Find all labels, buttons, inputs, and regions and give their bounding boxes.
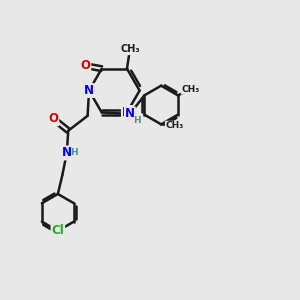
Text: CH₃: CH₃ [165,121,184,130]
Text: CH₃: CH₃ [181,85,200,94]
Text: O: O [80,59,90,72]
Text: N: N [84,84,94,97]
Text: Cl: Cl [52,224,64,237]
Text: N: N [122,106,132,119]
Text: O: O [48,112,59,125]
Text: H: H [133,116,140,125]
Text: CH₃: CH₃ [120,44,140,54]
Text: N: N [125,107,135,120]
Text: H: H [70,148,78,157]
Text: N: N [62,146,72,160]
